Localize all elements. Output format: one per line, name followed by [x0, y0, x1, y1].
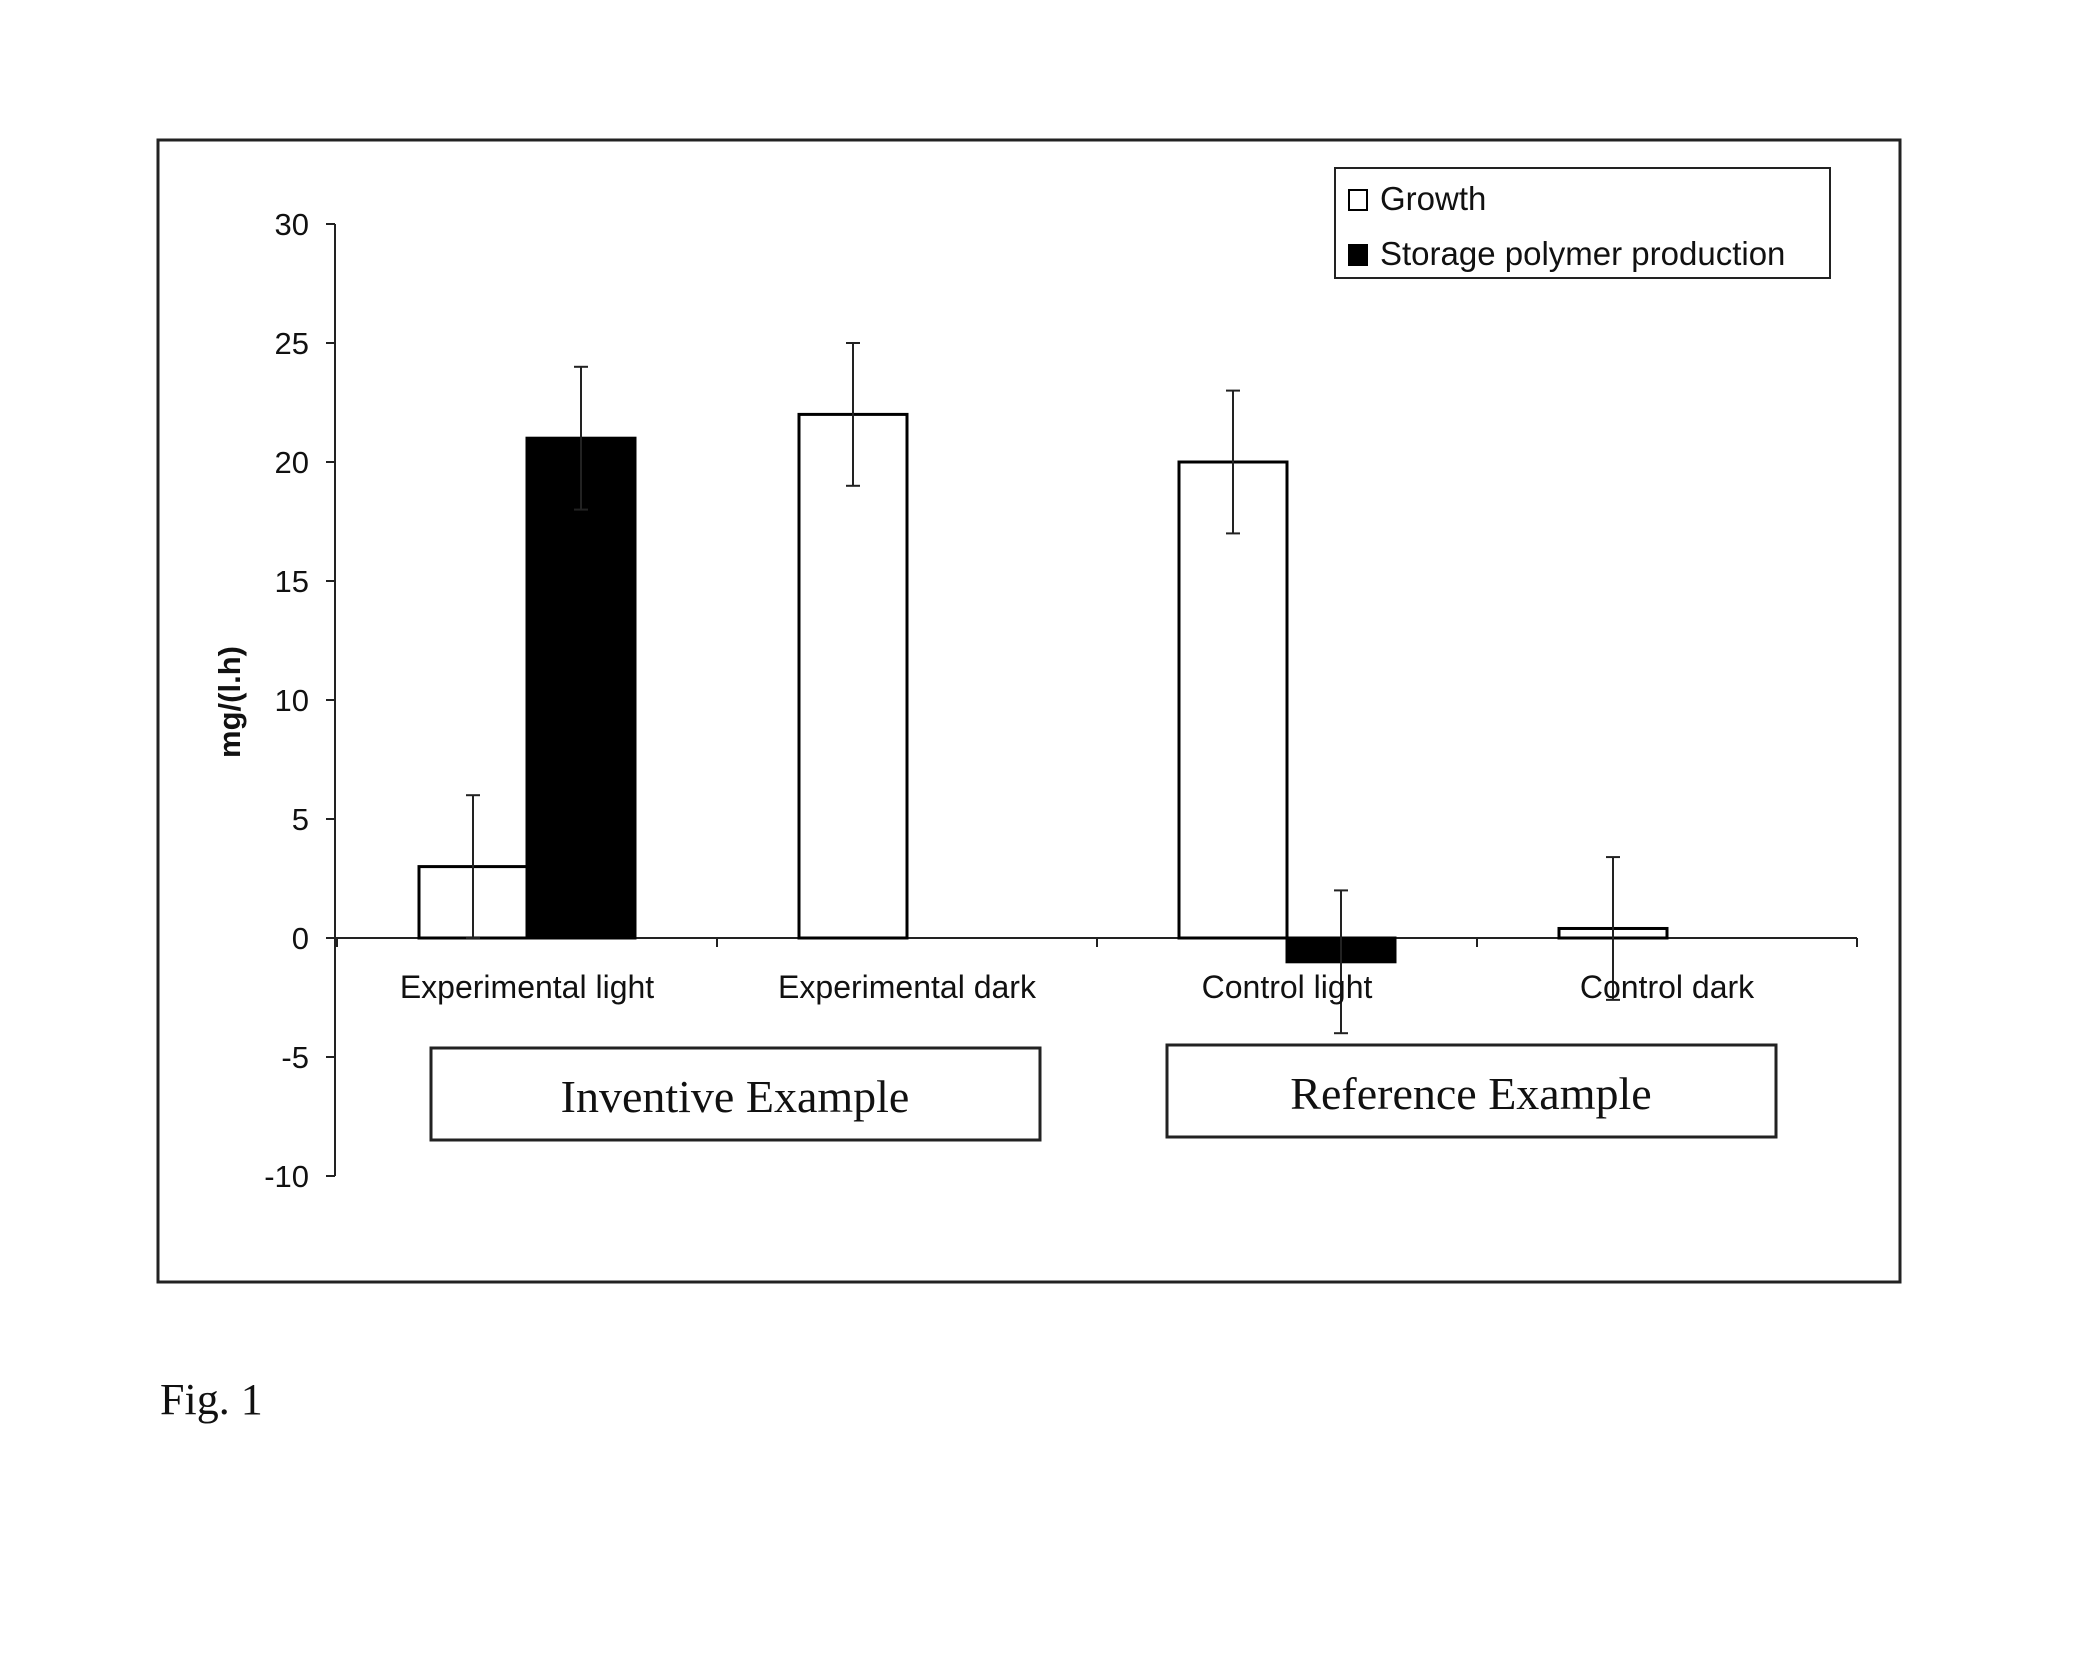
error-bars [466, 343, 1620, 1033]
legend: Growth Storage polymer production [1335, 168, 1830, 278]
category-label: Control dark [1580, 969, 1755, 1005]
figure-caption: Fig. 1 [160, 1375, 263, 1424]
category-label: Control light [1202, 969, 1373, 1005]
category-label: Experimental light [400, 969, 654, 1005]
y-tick-label: 30 [275, 207, 309, 242]
group-label-inventive: Inventive Example [561, 1071, 910, 1122]
y-axis-ticks: 30 25 20 15 10 5 0 -5 -10 [264, 207, 335, 1194]
legend-swatch-growth [1349, 190, 1367, 210]
y-tick-label: 25 [275, 326, 309, 361]
y-tick-label: -10 [264, 1159, 309, 1194]
y-tick-label: 15 [275, 564, 309, 599]
y-tick-label: 10 [275, 683, 309, 718]
legend-swatch-storage [1349, 245, 1367, 265]
legend-label-growth: Growth [1380, 180, 1486, 217]
legend-label-storage: Storage polymer production [1380, 235, 1785, 272]
bars [419, 414, 1667, 961]
bar [527, 438, 635, 938]
y-tick-label: 20 [275, 445, 309, 480]
y-axis-label: mg/(l.h) [212, 646, 247, 758]
category-labels: Experimental light Experimental dark Contr… [400, 969, 1755, 1005]
group-inventive: Inventive Example [431, 1048, 1040, 1140]
figure: mg/(l.h) 30 25 20 15 10 5 0 -5 -10 Experimental … [0, 0, 2089, 1673]
category-label: Experimental dark [778, 969, 1037, 1005]
y-tick-label: -5 [281, 1040, 309, 1075]
group-reference: Reference Example [1167, 1045, 1776, 1137]
y-tick-label: 5 [292, 802, 309, 837]
bar [799, 414, 907, 938]
y-tick-label: 0 [292, 921, 309, 956]
group-label-reference: Reference Example [1290, 1068, 1651, 1119]
